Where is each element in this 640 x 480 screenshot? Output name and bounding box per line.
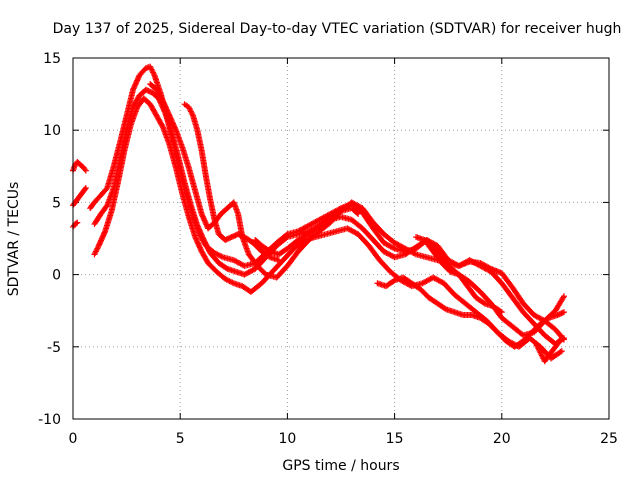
data-point — [497, 308, 504, 315]
x-tick-label: 25 — [600, 431, 618, 447]
x-tick-label: 20 — [493, 431, 511, 447]
data-point — [560, 293, 567, 300]
y-tick-label: 0 — [52, 268, 61, 284]
data-point — [74, 219, 81, 226]
series-track-10 — [374, 274, 567, 350]
y-tick-label: 15 — [43, 51, 61, 67]
series-track-8 — [181, 101, 282, 264]
data-point — [390, 244, 397, 251]
data-point — [441, 305, 448, 312]
data-point — [544, 315, 551, 322]
data-point — [354, 209, 361, 216]
data-point — [558, 348, 565, 355]
x-tick-label: 5 — [176, 431, 185, 447]
series-track-6 — [91, 95, 565, 362]
series-track-3 — [70, 219, 81, 230]
data-point — [411, 250, 418, 257]
grid — [73, 58, 609, 419]
x-axis-label: GPS time / hours — [282, 458, 399, 474]
data-point — [336, 208, 343, 215]
data-point — [266, 253, 273, 260]
data-point — [159, 123, 166, 130]
x-tick-labels: 0 5 10 15 20 25 — [69, 431, 618, 447]
y-tick-label: 5 — [52, 195, 61, 211]
y-tick-label: 10 — [43, 123, 61, 139]
data-point — [557, 348, 564, 355]
data-point — [283, 235, 290, 242]
plot-frame — [72, 57, 610, 420]
data-point — [223, 264, 230, 271]
y-tick-labels: -10 -5 0 5 10 15 — [38, 51, 61, 428]
data-point — [390, 278, 397, 285]
data-point — [82, 186, 89, 193]
data-point — [560, 294, 567, 301]
data-series — [70, 63, 567, 365]
y-tick-label: -10 — [38, 412, 61, 428]
chart-title: Day 137 of 2025, Sidereal Day-to-day VTE… — [53, 21, 622, 37]
data-point — [557, 336, 564, 343]
data-point — [480, 299, 487, 306]
series-track-11 — [413, 234, 505, 316]
data-point — [266, 247, 273, 254]
data-point — [82, 167, 89, 174]
x-tick-label: 10 — [278, 431, 296, 447]
data-point — [82, 184, 89, 191]
y-tick-label: -5 — [47, 340, 61, 356]
x-tick-label: 15 — [386, 431, 404, 447]
series-track-2 — [70, 184, 89, 209]
series-track-12 — [533, 335, 565, 365]
data-point — [560, 309, 567, 316]
series-track-9 — [252, 205, 362, 258]
data-point — [498, 309, 505, 316]
data-point — [558, 335, 565, 342]
data-point — [355, 210, 362, 217]
data-point — [73, 220, 80, 227]
y-axis-label: SDTVAR / TECUs — [6, 182, 22, 297]
data-point — [275, 257, 282, 264]
x-tick-label: 0 — [69, 431, 78, 447]
